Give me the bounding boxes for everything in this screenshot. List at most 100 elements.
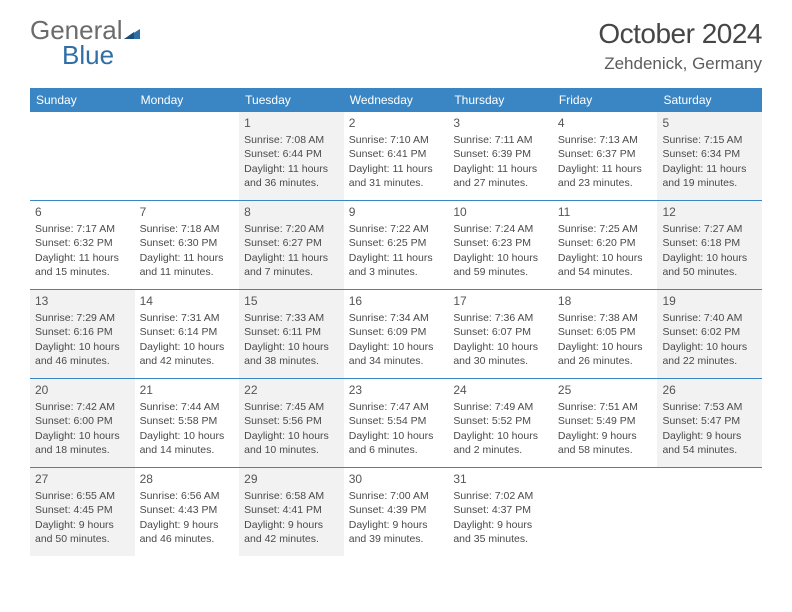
day-number: 15 xyxy=(244,293,339,309)
daylight-text: Daylight: 9 hours and 46 minutes. xyxy=(140,518,235,546)
sunset-text: Sunset: 6:37 PM xyxy=(558,147,653,161)
calendar-day: 1Sunrise: 7:08 AMSunset: 6:44 PMDaylight… xyxy=(239,112,344,200)
sunrise-text: Sunrise: 7:31 AM xyxy=(140,311,235,325)
dow-saturday: Saturday xyxy=(657,88,762,112)
sunset-text: Sunset: 4:45 PM xyxy=(35,503,130,517)
sunrise-text: Sunrise: 7:47 AM xyxy=(349,400,444,414)
calendar-day: 19Sunrise: 7:40 AMSunset: 6:02 PMDayligh… xyxy=(657,290,762,378)
calendar-day: 16Sunrise: 7:34 AMSunset: 6:09 PMDayligh… xyxy=(344,290,449,378)
sunrise-text: Sunrise: 7:10 AM xyxy=(349,133,444,147)
sunrise-text: Sunrise: 7:33 AM xyxy=(244,311,339,325)
sunset-text: Sunset: 6:39 PM xyxy=(453,147,548,161)
calendar-day: 22Sunrise: 7:45 AMSunset: 5:56 PMDayligh… xyxy=(239,379,344,467)
sunset-text: Sunset: 6:18 PM xyxy=(662,236,757,250)
dow-friday: Friday xyxy=(553,88,658,112)
day-number: 1 xyxy=(244,115,339,131)
daylight-text: Daylight: 10 hours and 14 minutes. xyxy=(140,429,235,457)
daylight-text: Daylight: 11 hours and 15 minutes. xyxy=(35,251,130,279)
calendar-day: 28Sunrise: 6:56 AMSunset: 4:43 PMDayligh… xyxy=(135,468,240,556)
sunrise-text: Sunrise: 6:58 AM xyxy=(244,489,339,503)
dow-monday: Monday xyxy=(135,88,240,112)
sunrise-text: Sunrise: 7:53 AM xyxy=(662,400,757,414)
daylight-text: Daylight: 10 hours and 18 minutes. xyxy=(35,429,130,457)
day-number: 2 xyxy=(349,115,444,131)
sunrise-text: Sunrise: 7:11 AM xyxy=(453,133,548,147)
calendar-day: 7Sunrise: 7:18 AMSunset: 6:30 PMDaylight… xyxy=(135,201,240,289)
day-number: 13 xyxy=(35,293,130,309)
calendar-day: 21Sunrise: 7:44 AMSunset: 5:58 PMDayligh… xyxy=(135,379,240,467)
day-number: 22 xyxy=(244,382,339,398)
daylight-text: Daylight: 11 hours and 11 minutes. xyxy=(140,251,235,279)
sunrise-text: Sunrise: 7:27 AM xyxy=(662,222,757,236)
calendar-day: 20Sunrise: 7:42 AMSunset: 6:00 PMDayligh… xyxy=(30,379,135,467)
location-subtitle: Zehdenick, Germany xyxy=(598,54,762,74)
daylight-text: Daylight: 11 hours and 27 minutes. xyxy=(453,162,548,190)
daylight-text: Daylight: 11 hours and 23 minutes. xyxy=(558,162,653,190)
sunrise-text: Sunrise: 7:36 AM xyxy=(453,311,548,325)
daylight-text: Daylight: 10 hours and 46 minutes. xyxy=(35,340,130,368)
sunrise-text: Sunrise: 7:38 AM xyxy=(558,311,653,325)
daylight-text: Daylight: 10 hours and 50 minutes. xyxy=(662,251,757,279)
sunrise-text: Sunrise: 7:20 AM xyxy=(244,222,339,236)
day-number: 17 xyxy=(453,293,548,309)
calendar-day xyxy=(657,468,762,556)
dow-thursday: Thursday xyxy=(448,88,553,112)
dow-tuesday: Tuesday xyxy=(239,88,344,112)
day-number: 24 xyxy=(453,382,548,398)
calendar-day: 31Sunrise: 7:02 AMSunset: 4:37 PMDayligh… xyxy=(448,468,553,556)
day-number: 29 xyxy=(244,471,339,487)
sunset-text: Sunset: 6:09 PM xyxy=(349,325,444,339)
sunset-text: Sunset: 6:32 PM xyxy=(35,236,130,250)
day-number: 25 xyxy=(558,382,653,398)
calendar-day: 12Sunrise: 7:27 AMSunset: 6:18 PMDayligh… xyxy=(657,201,762,289)
sunset-text: Sunset: 6:07 PM xyxy=(453,325,548,339)
calendar-day: 11Sunrise: 7:25 AMSunset: 6:20 PMDayligh… xyxy=(553,201,658,289)
day-number: 5 xyxy=(662,115,757,131)
sunset-text: Sunset: 5:56 PM xyxy=(244,414,339,428)
daylight-text: Daylight: 9 hours and 42 minutes. xyxy=(244,518,339,546)
sunrise-text: Sunrise: 7:22 AM xyxy=(349,222,444,236)
day-number: 6 xyxy=(35,204,130,220)
daylight-text: Daylight: 10 hours and 54 minutes. xyxy=(558,251,653,279)
calendar-day: 5 Sunrise: 7:15 AMSunset: 6:34 PMDaylight… xyxy=(657,112,762,200)
sunrise-text: Sunrise: 7:25 AM xyxy=(558,222,653,236)
sunset-text: Sunset: 6:14 PM xyxy=(140,325,235,339)
sunset-text: Sunset: 6:05 PM xyxy=(558,325,653,339)
sunset-text: Sunset: 6:34 PM xyxy=(662,147,757,161)
daylight-text: Daylight: 10 hours and 30 minutes. xyxy=(453,340,548,368)
day-number: 23 xyxy=(349,382,444,398)
day-number: 10 xyxy=(453,204,548,220)
daylight-text: Daylight: 10 hours and 10 minutes. xyxy=(244,429,339,457)
sunrise-text: Sunrise: 7:15 AM xyxy=(662,133,757,147)
daylight-text: Daylight: 11 hours and 3 minutes. xyxy=(349,251,444,279)
daylight-text: Daylight: 11 hours and 36 minutes. xyxy=(244,162,339,190)
calendar-week: 1Sunrise: 7:08 AMSunset: 6:44 PMDaylight… xyxy=(30,112,762,200)
calendar-day xyxy=(135,112,240,200)
day-number: 20 xyxy=(35,382,130,398)
sunset-text: Sunset: 5:49 PM xyxy=(558,414,653,428)
sunset-text: Sunset: 6:00 PM xyxy=(35,414,130,428)
calendar-day: 18Sunrise: 7:38 AMSunset: 6:05 PMDayligh… xyxy=(553,290,658,378)
calendar-day: 4Sunrise: 7:13 AMSunset: 6:37 PMDaylight… xyxy=(553,112,658,200)
calendar-day: 23Sunrise: 7:47 AMSunset: 5:54 PMDayligh… xyxy=(344,379,449,467)
daylight-text: Daylight: 10 hours and 38 minutes. xyxy=(244,340,339,368)
brand-triangle-icon xyxy=(124,18,140,43)
daylight-text: Daylight: 10 hours and 59 minutes. xyxy=(453,251,548,279)
calendar: Sunday Monday Tuesday Wednesday Thursday… xyxy=(30,88,762,556)
sunrise-text: Sunrise: 7:49 AM xyxy=(453,400,548,414)
dow-sunday: Sunday xyxy=(30,88,135,112)
sunset-text: Sunset: 6:41 PM xyxy=(349,147,444,161)
header: GeneralBlueOctober 2024Zehdenick, German… xyxy=(30,18,762,74)
sunset-text: Sunset: 6:25 PM xyxy=(349,236,444,250)
sunset-text: Sunset: 4:39 PM xyxy=(349,503,444,517)
calendar-day: 10Sunrise: 7:24 AMSunset: 6:23 PMDayligh… xyxy=(448,201,553,289)
day-number: 19 xyxy=(662,293,757,309)
sunset-text: Sunset: 6:30 PM xyxy=(140,236,235,250)
day-number: 26 xyxy=(662,382,757,398)
daylight-text: Daylight: 11 hours and 19 minutes. xyxy=(662,162,757,190)
day-number: 11 xyxy=(558,204,653,220)
sunset-text: Sunset: 5:54 PM xyxy=(349,414,444,428)
sunrise-text: Sunrise: 7:18 AM xyxy=(140,222,235,236)
sunrise-text: Sunrise: 7:02 AM xyxy=(453,489,548,503)
sunset-text: Sunset: 6:23 PM xyxy=(453,236,548,250)
